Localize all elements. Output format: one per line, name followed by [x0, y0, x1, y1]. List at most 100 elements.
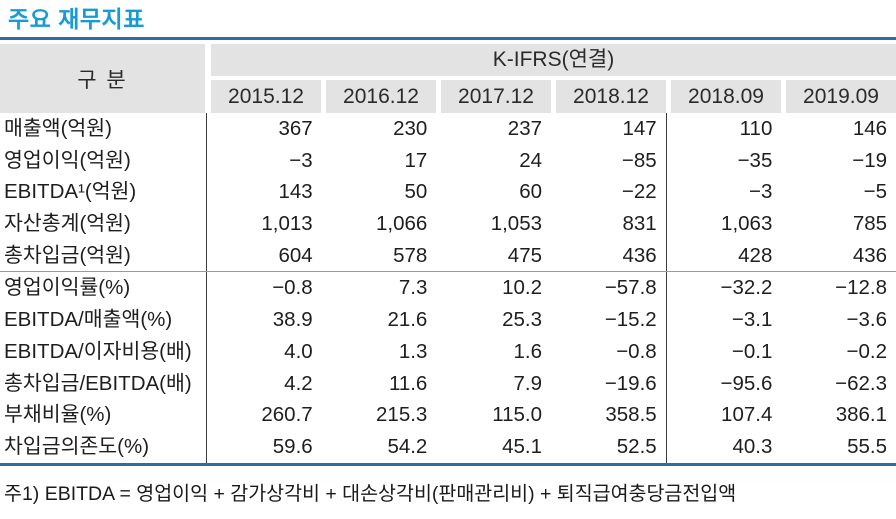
cell-value: 1,066: [376, 212, 428, 236]
table-row: EBITDA/이자비용(배) 4.0 1.3 1.6 −0.8 −0.1 −0.…: [0, 335, 896, 368]
cell-value: −0.8: [272, 276, 313, 300]
cell-value: 1,013: [261, 212, 313, 236]
table-row: 자산총계(억원) 1,013 1,066 1,053 831 1,063 785: [0, 208, 896, 240]
cell-value: 358.5: [551, 399, 667, 431]
cell-value: −62.3: [835, 371, 888, 395]
row-label: EBITDA¹(억원): [0, 176, 207, 209]
table-row: 영업이익률(%) −0.8 7.3 10.2 −57.8 −32.2 −12.8: [0, 272, 896, 305]
cell-value: 40.3: [732, 434, 773, 458]
cell-value: 237: [507, 117, 543, 140]
cell-value: −3.6: [846, 308, 888, 332]
row-label: EBITDA/매출액(%): [0, 304, 207, 336]
cell-value: 25.3: [502, 308, 543, 332]
cell-value: 146: [852, 117, 888, 140]
cell-value: −22: [551, 176, 667, 209]
header-gubun: 구 분: [0, 44, 205, 113]
header-period: 2017.12: [441, 80, 551, 113]
header-period: 2018.12: [556, 80, 666, 113]
page-title: 주요 재무지표: [8, 6, 145, 32]
cell-value: 10.2: [502, 276, 543, 300]
cell-value: 107.4: [721, 403, 773, 427]
cell-value: 230: [393, 117, 428, 140]
cell-value: −0.1: [731, 339, 773, 363]
cell-value: 4.0: [284, 339, 313, 363]
table-row: 부채비율(%) 260.7 215.3 115.0 358.5 107.4 38…: [0, 399, 896, 431]
table-row: 영업이익(억원) −3 17 24 −85 −35 −19: [0, 144, 896, 177]
table-row: 차입금의존도(%) 59.6 54.2 45.1 52.5 40.3 55.5: [0, 430, 896, 463]
table-row: 총차입금/EBITDA(배) 4.2 11.6 7.9 −19.6 −95.6 …: [0, 367, 896, 400]
table-row: EBITDA/매출액(%) 38.9 21.6 25.3 −15.2 −3.1 …: [0, 304, 896, 336]
row-label: 영업이익률(%): [0, 272, 207, 305]
cell-value: 367: [278, 117, 313, 140]
table-header: 구 분 K-IFRS(연결) 2015.12 2016.12 2017.12 2…: [0, 44, 896, 113]
header-period: 2015.12: [211, 80, 321, 113]
cell-value: 60: [519, 180, 543, 204]
cell-value: −0.2: [846, 339, 888, 363]
cell-value: 475: [507, 243, 543, 267]
cell-value: −15.2: [551, 304, 667, 336]
cell-value: 1.3: [398, 339, 428, 363]
cell-value: −35: [737, 148, 773, 172]
cell-value: −57.8: [551, 272, 667, 305]
row-label: 영업이익(억원): [0, 144, 207, 177]
cell-value: 54.2: [387, 434, 428, 458]
cell-value: 38.9: [272, 308, 313, 332]
cell-value: −3.1: [731, 308, 773, 332]
cell-value: 436: [551, 239, 667, 272]
cell-value: 785: [852, 212, 888, 236]
header-accounting-standard: K-IFRS(연결): [211, 44, 896, 76]
cell-value: 24: [519, 148, 543, 172]
row-label: 매출액(억원): [0, 113, 207, 145]
cell-value: 45.1: [502, 434, 543, 458]
cell-value: 1,063: [721, 212, 773, 236]
cell-value: 260.7: [261, 403, 313, 427]
cell-value: 436: [852, 243, 888, 267]
cell-value: 604: [278, 243, 313, 267]
cell-value: 11.6: [388, 371, 428, 395]
header-period: 2019.09: [786, 80, 896, 113]
financial-table: 구 분 K-IFRS(연결) 2015.12 2016.12 2017.12 2…: [0, 44, 896, 466]
cell-value: −19.6: [551, 367, 667, 400]
row-label: 자산총계(억원): [0, 208, 207, 240]
cell-value: 7.9: [513, 371, 543, 395]
title-rule: [0, 37, 896, 40]
footnote: 주1) EBITDA = 영업이익 + 감가상각비 + 대손상각비(판매관리비)…: [4, 482, 737, 505]
cell-value: −32.2: [720, 276, 773, 300]
cell-value: 50: [404, 180, 428, 204]
row-label: 부채비율(%): [0, 399, 207, 431]
cell-value: 147: [551, 113, 667, 145]
cell-value: 17: [404, 148, 428, 172]
cell-value: 578: [393, 243, 428, 267]
cell-value: −19: [852, 148, 888, 172]
cell-value: 7.3: [398, 276, 428, 300]
row-label: 총차입금/EBITDA(배): [0, 367, 207, 400]
cell-value: 52.5: [551, 430, 667, 463]
cell-value: 386.1: [835, 403, 888, 427]
header-period-row: 2015.12 2016.12 2017.12 2018.12 2018.09 …: [211, 80, 896, 113]
cell-value: −95.6: [720, 371, 773, 395]
cell-value: −5: [863, 180, 888, 204]
cell-value: −0.8: [551, 335, 667, 368]
cell-value: 1,053: [490, 212, 543, 236]
cell-value: 215.3: [376, 403, 428, 427]
row-label: EBITDA/이자비용(배): [0, 335, 207, 368]
cell-value: 110: [739, 117, 773, 140]
header-period: 2018.09: [671, 80, 781, 113]
cell-value: 143: [278, 180, 313, 204]
cell-value: −85: [551, 144, 667, 177]
cell-value: −3: [289, 148, 313, 172]
row-label: 총차입금(억원): [0, 239, 207, 272]
header-period: 2016.12: [326, 80, 436, 113]
row-label: 차입금의존도(%): [0, 430, 207, 463]
table-row: EBITDA¹(억원) 143 50 60 −22 −3 −5: [0, 176, 896, 209]
cell-value: 831: [551, 208, 667, 240]
cell-value: 115.0: [492, 403, 543, 427]
table-row: 매출액(억원) 367 230 237 147 110 146: [0, 113, 896, 145]
cell-value: 59.6: [272, 434, 313, 458]
cell-value: 428: [738, 243, 773, 267]
cell-value: 1.6: [513, 339, 543, 363]
cell-value: −3: [748, 180, 773, 204]
cell-value: −12.8: [835, 276, 888, 300]
header-right-block: K-IFRS(연결) 2015.12 2016.12 2017.12 2018.…: [211, 44, 896, 113]
table-body: 매출액(억원) 367 230 237 147 110 146 영업이익(억원)…: [0, 113, 896, 466]
